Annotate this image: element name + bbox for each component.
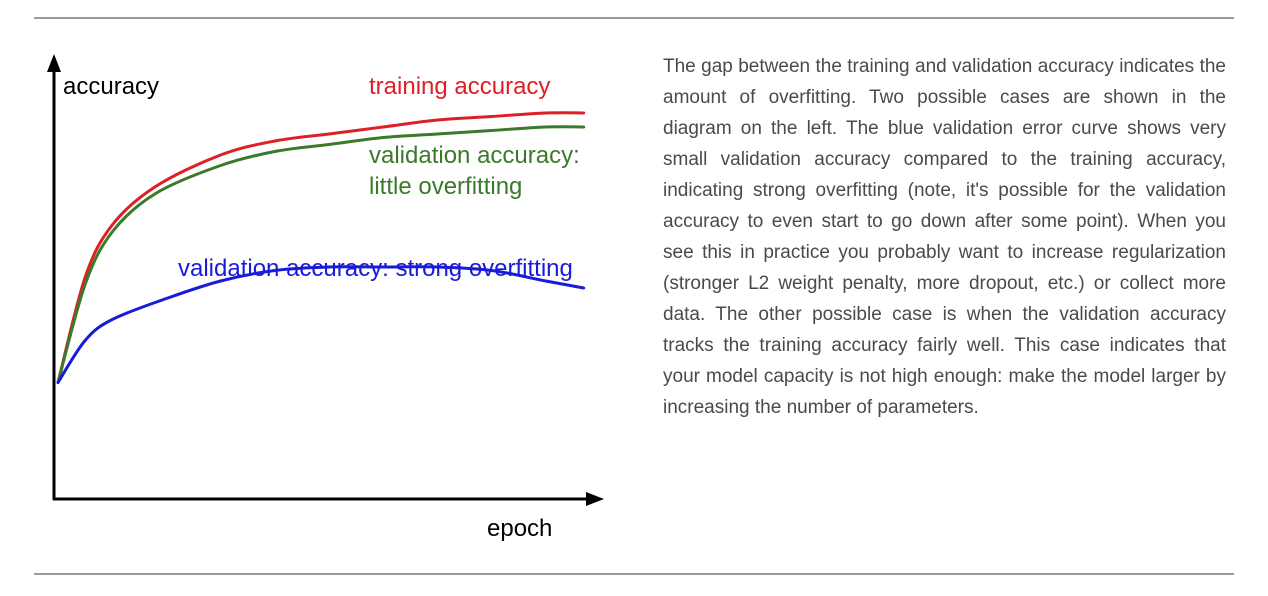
series-layer <box>56 111 586 384</box>
series-line-validation-strong-overfitting <box>56 265 586 384</box>
explanation-paragraph: The gap between the training and validat… <box>663 56 1226 418</box>
series-labels: training accuracy validation accuracy: lit… <box>178 73 580 282</box>
x-axis-arrowhead <box>586 492 604 506</box>
y-axis-arrowhead <box>47 54 61 72</box>
chart-axes: accuracy epoch <box>47 54 604 542</box>
series-label-validation-little-overfitting-line-2: little overfitting <box>369 173 522 200</box>
series-label-training-accuracy: training accuracy <box>369 73 550 100</box>
x-axis-label: epoch <box>487 515 552 542</box>
bottom-divider <box>34 573 1234 575</box>
series-line-training-accuracy <box>56 111 586 384</box>
accuracy-vs-epoch-chart: accuracy epoch training accuracy validati… <box>47 54 604 542</box>
series-label-validation-strong-overfitting: validation accuracy: strong overfitting <box>178 255 573 282</box>
series-label-validation-little-overfitting-line-1: validation accuracy: <box>369 142 580 169</box>
series-line-validation-little-overfitting <box>56 125 586 384</box>
y-axis-label: accuracy <box>63 73 159 100</box>
top-divider <box>34 17 1234 19</box>
